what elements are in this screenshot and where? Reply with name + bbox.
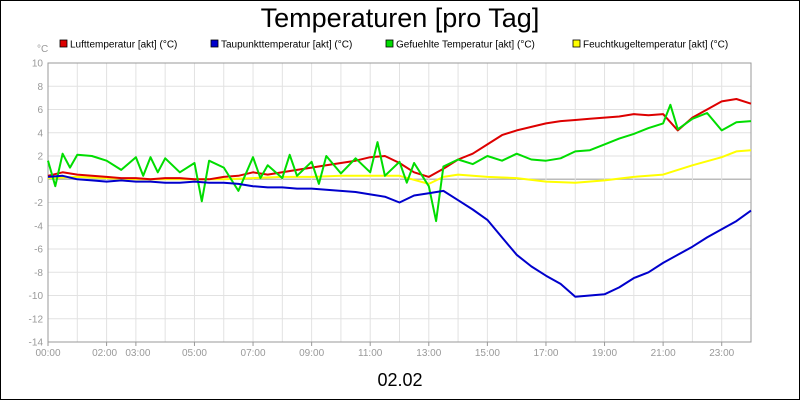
series-line-2 [47,103,752,223]
x-tick-label: 23:00 [709,348,734,359]
series-lines [47,98,752,298]
x-tick-label: 11:00 [358,348,383,359]
y-unit-label: °C [37,44,48,55]
legend-swatch [59,39,68,48]
y-tick-label: 0 [37,175,43,186]
y-tick-label: -4 [34,221,43,232]
legend-item: Feuchtkugeltemperatur [akt] (°C) [572,39,728,51]
x-tick-label: 15:00 [475,348,500,359]
legend-label: Feuchtkugeltemperatur [akt] (°C) [583,40,728,51]
chart-title: Temperaturen [pro Tag] [261,3,540,33]
y-tick-label: -10 [29,291,44,302]
x-tick-label: 03:00 [125,348,150,359]
x-axis-ticks: 00:00 02:00 03:00 05:00 07:00 09:00 11:00 13:00… [35,342,735,359]
legend-label: Gefuehlte Temperatur [akt] (°C) [396,40,535,51]
x-tick-label: 13:00 [416,348,441,359]
y-tick-label: -14 [29,338,44,349]
y-tick-label: -6 [34,245,43,256]
y-tick-label: 10 [32,59,44,70]
legend: Lufttemperatur [akt] (°C) Taupunkttempera… [59,39,728,51]
legend-item: Lufttemperatur [akt] (°C) [59,39,177,51]
legend-label: Lufttemperatur [akt] (°C) [70,40,177,51]
date-label: 02.02 [377,370,422,390]
legend-label: Taupunkttemperatur [akt] (°C) [221,40,352,51]
y-axis-ticks: 10 8 6 4 2 0 -2 -4 -6 -8 -10 -12 -14 [29,59,44,349]
plot-area [47,62,752,343]
y-tick-label: -12 [29,314,44,325]
y-tick-label: 8 [37,82,43,93]
x-tick-label: 05:00 [182,348,207,359]
legend-item: Taupunkttemperatur [akt] (°C) [210,39,352,51]
x-tick-label: 21:00 [651,348,676,359]
series-line-3 [47,149,752,185]
y-tick-label: -2 [34,198,43,209]
legend-swatch [385,39,394,48]
y-tick-label: -8 [34,268,43,279]
x-tick-label: 00:00 [35,348,60,359]
legend-swatch [210,39,219,48]
legend-swatch [572,39,581,48]
x-tick-label: 17:00 [533,348,558,359]
x-tick-label: 19:00 [592,348,617,359]
y-tick-label: 2 [37,152,43,163]
x-tick-label: 02:00 [92,348,117,359]
legend-item: Gefuehlte Temperatur [akt] (°C) [385,39,535,51]
y-tick-label: 6 [37,105,43,116]
x-tick-label: 09:00 [299,348,324,359]
x-tick-label: 07:00 [241,348,266,359]
series-line-1 [47,174,752,298]
y-tick-label: 4 [37,128,43,139]
